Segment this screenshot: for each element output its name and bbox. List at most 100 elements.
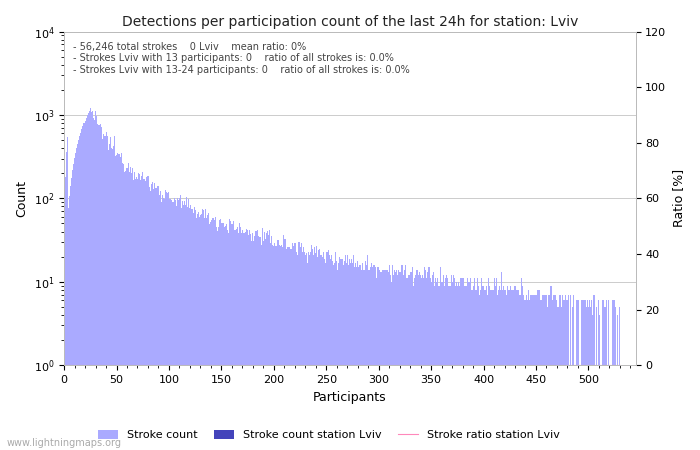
Bar — [468, 282, 470, 450]
Bar — [418, 275, 419, 450]
Bar — [163, 198, 164, 450]
Bar — [421, 279, 422, 450]
Bar — [522, 286, 523, 450]
Bar — [169, 199, 171, 450]
Bar — [327, 252, 328, 450]
Bar — [528, 290, 529, 450]
Bar — [85, 118, 87, 450]
Bar — [200, 215, 201, 450]
Stroke ratio station Lviv — [484, 363, 492, 368]
Bar — [505, 290, 506, 450]
Bar — [403, 275, 405, 450]
Bar — [160, 191, 161, 450]
Bar — [615, 307, 616, 450]
Bar — [135, 179, 136, 450]
Bar — [129, 171, 130, 450]
Bar — [316, 246, 317, 450]
Bar — [73, 164, 74, 450]
Bar — [551, 286, 552, 450]
Bar — [328, 250, 329, 450]
Bar — [482, 286, 483, 450]
Bar — [223, 223, 224, 450]
Bar — [317, 256, 318, 450]
Bar — [594, 295, 595, 450]
Bar — [531, 295, 532, 450]
Bar — [533, 295, 534, 450]
Bar — [363, 270, 365, 450]
Bar — [180, 195, 181, 450]
Bar — [332, 261, 333, 450]
Bar — [270, 243, 271, 450]
Bar — [178, 200, 179, 450]
Bar — [390, 275, 391, 450]
Bar — [136, 177, 137, 450]
Bar — [550, 286, 551, 450]
Bar — [172, 202, 173, 450]
Bar — [591, 300, 592, 450]
Bar — [330, 259, 331, 450]
Bar — [233, 221, 235, 450]
Bar — [116, 155, 117, 450]
Bar — [596, 307, 597, 450]
Bar — [512, 290, 513, 450]
Bar — [498, 286, 500, 450]
Bar — [162, 195, 163, 450]
Bar — [95, 112, 96, 450]
Bar — [251, 241, 252, 450]
Bar — [350, 263, 351, 450]
Bar — [161, 202, 162, 450]
Bar — [599, 315, 601, 450]
Bar — [500, 272, 502, 450]
Bar — [545, 295, 546, 450]
Bar — [357, 261, 358, 450]
Bar — [241, 230, 243, 450]
Bar — [184, 202, 186, 450]
Bar — [564, 300, 565, 450]
Bar — [246, 229, 247, 450]
Bar — [108, 144, 110, 450]
Bar — [106, 136, 108, 450]
Bar — [435, 279, 436, 450]
Bar — [614, 300, 615, 450]
Bar — [549, 295, 550, 450]
Bar — [74, 158, 75, 450]
Bar — [75, 153, 76, 450]
Bar — [555, 295, 556, 450]
Bar — [337, 270, 338, 450]
Bar — [509, 290, 510, 450]
Bar — [225, 226, 226, 450]
Bar — [267, 231, 268, 450]
Bar — [195, 210, 196, 450]
Bar — [119, 154, 120, 450]
Bar — [72, 170, 73, 450]
Bar — [239, 227, 241, 450]
Bar — [474, 279, 475, 450]
Bar — [134, 172, 135, 450]
Bar — [413, 286, 414, 450]
Bar — [530, 295, 531, 450]
Bar — [222, 224, 223, 450]
Bar — [462, 279, 463, 450]
Bar — [461, 279, 462, 450]
Bar — [598, 300, 599, 450]
Bar — [283, 235, 284, 450]
Bar — [99, 125, 100, 450]
Bar — [534, 295, 536, 450]
Bar — [245, 232, 246, 450]
Bar — [361, 270, 363, 450]
Bar — [480, 290, 481, 450]
Bar — [294, 243, 295, 450]
Bar — [235, 229, 237, 450]
Bar — [224, 226, 225, 450]
Bar — [173, 202, 174, 450]
Bar — [584, 300, 586, 450]
Bar — [71, 178, 72, 450]
Bar — [479, 295, 480, 450]
Bar — [87, 115, 88, 450]
Stroke ratio station Lviv — [616, 363, 624, 368]
Bar — [175, 200, 176, 450]
Bar — [104, 135, 106, 450]
Bar — [313, 255, 314, 450]
Bar — [502, 290, 503, 450]
Bar — [402, 265, 403, 450]
